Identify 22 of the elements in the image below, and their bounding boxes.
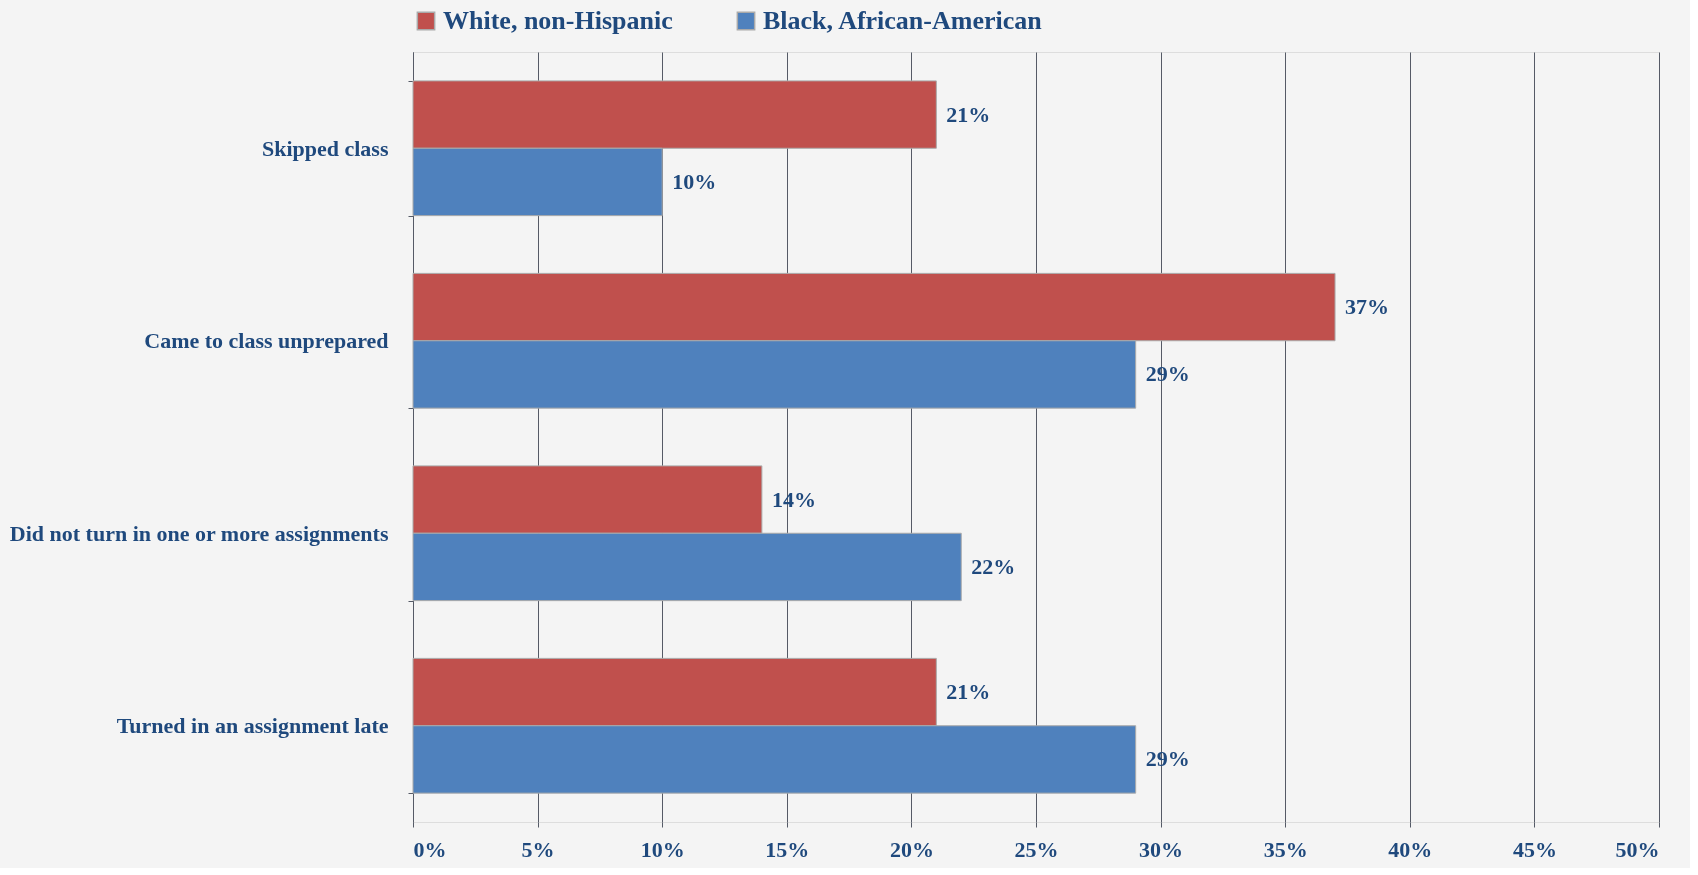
- data-label: 21%: [946, 101, 991, 127]
- x-tick-label: 25%: [1014, 836, 1059, 862]
- y-tick-label: Turned in an assignment late: [116, 713, 389, 739]
- x-tick-label: 30%: [1139, 836, 1184, 862]
- x-tick-label: 0%: [413, 836, 447, 862]
- legend-label: Black, African-American: [763, 6, 1043, 35]
- x-tick-label: 5%: [521, 836, 555, 862]
- y-tick-label: Did not turn in one or more assignments: [9, 520, 389, 546]
- data-label: 10%: [672, 168, 717, 194]
- x-tick-label: 50%: [1615, 836, 1660, 862]
- y-tick-label: Came to class unprepared: [144, 328, 389, 354]
- x-tick-label: 45%: [1512, 836, 1557, 862]
- x-tick-label: 40%: [1388, 836, 1433, 862]
- x-tick-label: 15%: [765, 836, 810, 862]
- x-tick-label: 35%: [1263, 836, 1308, 862]
- data-label: 22%: [971, 553, 1016, 579]
- x-tick-label: 10%: [640, 836, 685, 862]
- data-label: 37%: [1345, 294, 1390, 320]
- y-tick-label: Skipped class: [261, 135, 389, 161]
- legend-label: White, non-Hispanic: [443, 6, 673, 35]
- x-tick-label: 20%: [889, 836, 934, 862]
- data-label: 21%: [946, 679, 991, 705]
